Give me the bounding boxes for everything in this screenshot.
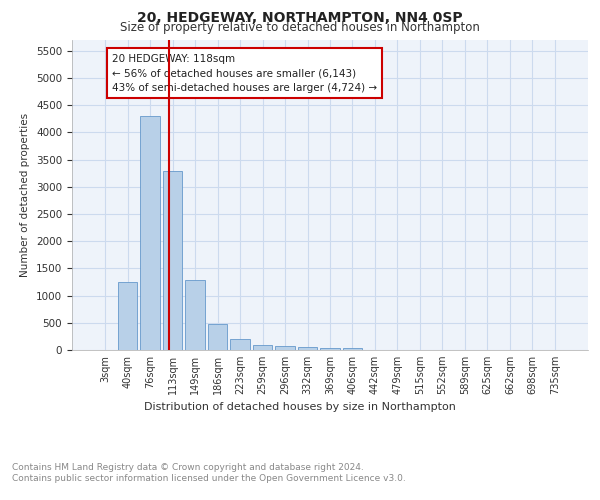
- Text: 20 HEDGEWAY: 118sqm
← 56% of detached houses are smaller (6,143)
43% of semi-det: 20 HEDGEWAY: 118sqm ← 56% of detached ho…: [112, 54, 377, 93]
- Text: Distribution of detached houses by size in Northampton: Distribution of detached houses by size …: [144, 402, 456, 412]
- Bar: [163, 170, 182, 350]
- Bar: [208, 324, 227, 350]
- Bar: [343, 348, 362, 350]
- Y-axis label: Number of detached properties: Number of detached properties: [20, 113, 31, 277]
- Bar: [185, 280, 205, 350]
- Bar: [253, 344, 272, 350]
- Bar: [275, 346, 295, 350]
- Text: Contains HM Land Registry data © Crown copyright and database right 2024.: Contains HM Land Registry data © Crown c…: [12, 462, 364, 471]
- Bar: [118, 282, 137, 350]
- Bar: [140, 116, 160, 350]
- Text: Contains public sector information licensed under the Open Government Licence v3: Contains public sector information licen…: [12, 474, 406, 483]
- Text: 20, HEDGEWAY, NORTHAMPTON, NN4 0SP: 20, HEDGEWAY, NORTHAMPTON, NN4 0SP: [137, 11, 463, 25]
- Text: Size of property relative to detached houses in Northampton: Size of property relative to detached ho…: [120, 22, 480, 35]
- Bar: [298, 346, 317, 350]
- Bar: [320, 348, 340, 350]
- Bar: [230, 339, 250, 350]
